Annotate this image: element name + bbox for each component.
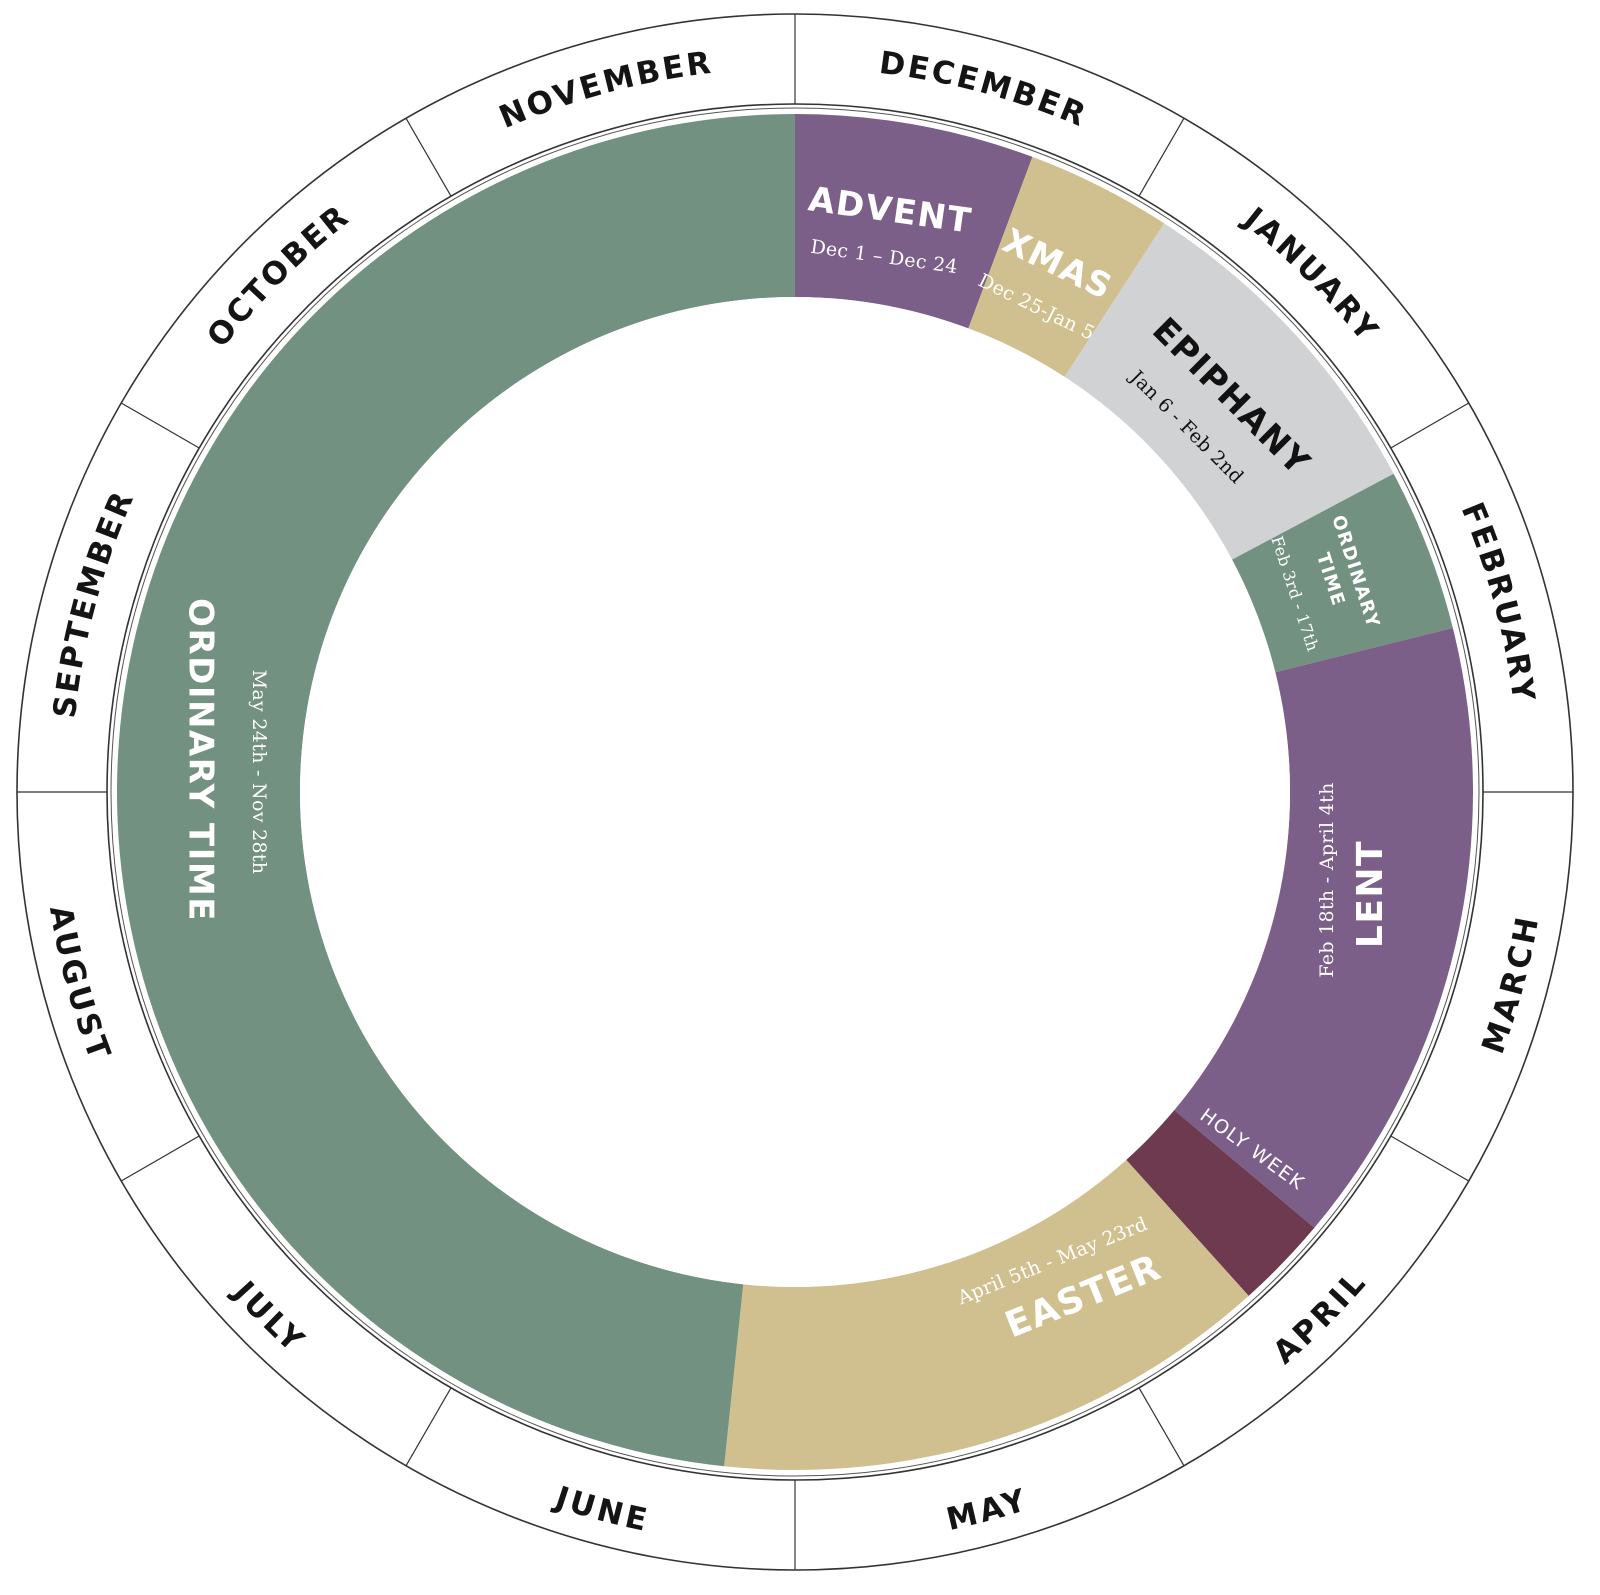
month-divider bbox=[1138, 117, 1185, 197]
season-ring bbox=[110, 107, 1480, 1477]
season-segment-lent bbox=[1174, 627, 1473, 1228]
month-divider bbox=[120, 1135, 200, 1182]
month-divider bbox=[405, 117, 452, 197]
month-divider bbox=[120, 402, 200, 449]
season-title-lent: LENT bbox=[1350, 840, 1391, 948]
season-segment-ordinary-time-long bbox=[117, 114, 795, 1467]
month-divider bbox=[1390, 402, 1470, 449]
month-divider bbox=[405, 1387, 452, 1467]
season-segment-ordinary-time-short bbox=[1232, 473, 1453, 673]
season-segment-easter bbox=[724, 1159, 1249, 1470]
season-segment-holy-week bbox=[1126, 1110, 1315, 1296]
season-dates-ordinary-time-long: May 24th - Nov 28th bbox=[248, 670, 270, 875]
season-segment-advent bbox=[795, 114, 1033, 329]
season-title-ordinary-time-long: ORDINARY TIME bbox=[181, 598, 221, 922]
season-dates-lent: Feb 18th - April 4th bbox=[1316, 782, 1338, 977]
season-segment-xmas bbox=[968, 156, 1165, 377]
center-circle bbox=[300, 297, 1290, 1287]
month-divider bbox=[1138, 1387, 1185, 1467]
month-divider bbox=[1390, 1135, 1470, 1182]
season-segment-epiphany bbox=[1064, 223, 1394, 560]
